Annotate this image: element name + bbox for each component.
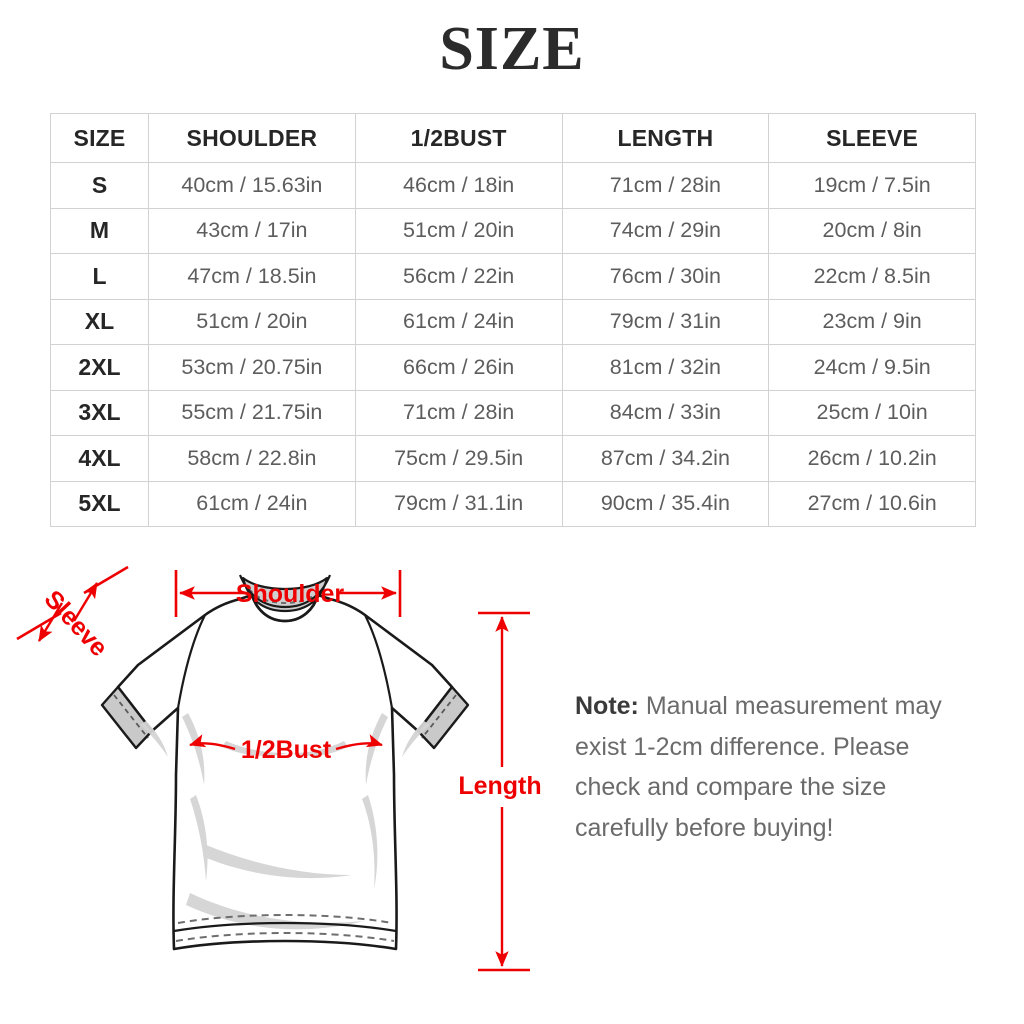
column-header-shoulder: SHOULDER (148, 113, 356, 163)
bust-arrow-left (189, 734, 236, 751)
cell-size: M (50, 207, 149, 254)
column-header-size: SIZE (50, 113, 149, 163)
column-header-bust: 1/2BUST (354, 113, 563, 163)
cell-bust: 66cm / 26in (354, 344, 563, 391)
cell-length: 79cm / 31in (561, 298, 770, 345)
bottom-hem-stitch-upper (177, 913, 393, 924)
cell-sleeve: 19cm / 7.5in (768, 162, 976, 209)
size-chart-table: SIZE SHOULDER 1/2BUST LENGTH SLEEVE S 40… (50, 113, 976, 527)
table-row: 5XL 61cm / 24in 79cm / 31.1in 90cm / 35.… (50, 480, 976, 527)
cell-size: L (50, 253, 149, 300)
sleeve-arrow-upper (72, 582, 99, 622)
sleeve-cuff-right (416, 685, 470, 750)
cell-bust: 75cm / 29.5in (354, 435, 563, 482)
cell-bust: 61cm / 24in (354, 298, 563, 345)
page-title: SIZE (439, 15, 585, 83)
tshirt-body-outline (116, 593, 454, 951)
cell-shoulder: 58cm / 22.8in (148, 435, 356, 482)
cell-bust: 79cm / 31.1in (354, 480, 563, 527)
bust-label: 1/2Bust (241, 736, 332, 764)
cell-size: 3XL (50, 389, 149, 436)
cell-bust: 71cm / 28in (354, 389, 563, 436)
cell-bust: 56cm / 22in (354, 253, 563, 300)
shoulder-seam-left (176, 614, 206, 709)
cell-shoulder: 53cm / 20.75in (148, 344, 356, 391)
cell-bust: 46cm / 18in (354, 162, 563, 209)
bottom-hem-stitch-lower (175, 931, 395, 942)
note-label: Note: (575, 692, 639, 720)
collar-back-edge (238, 574, 332, 609)
cell-shoulder: 47cm / 18.5in (148, 253, 356, 300)
cell-length: 90cm / 35.4in (561, 480, 770, 527)
cell-shoulder: 51cm / 20in (148, 298, 356, 345)
table-header-row: SIZE SHOULDER 1/2BUST LENGTH SLEEVE (50, 113, 976, 163)
bust-arrow-right (335, 734, 383, 751)
table-row: L 47cm / 18.5in 56cm / 22in 76cm / 30in … (50, 253, 976, 300)
sleeve-cuff-left-stitch (113, 694, 149, 739)
column-header-length: LENGTH (561, 113, 770, 163)
cell-shoulder: 40cm / 15.63in (148, 162, 356, 209)
tshirt-measurement-diagram: Shoulder Sleeve 1/2Bust Length (0, 545, 560, 1024)
column-header-sleeve: SLEEVE (768, 113, 976, 163)
cell-sleeve: 26cm / 10.2in (768, 435, 976, 482)
collar-stitch (248, 588, 322, 605)
table-row: 2XL 53cm / 20.75in 66cm / 26in 81cm / 32… (50, 344, 976, 391)
fabric-shading (140, 713, 430, 930)
sleeve-cuff-left (100, 685, 154, 750)
sleeve-tick-upper (83, 565, 129, 595)
cell-length: 84cm / 33in (561, 389, 770, 436)
cell-sleeve: 23cm / 9in (768, 298, 976, 345)
cell-sleeve: 20cm / 8in (768, 207, 976, 254)
collar-outer (250, 594, 320, 623)
note-text: Manual measurement may exist 1-2cm diffe… (575, 692, 942, 842)
cell-sleeve: 24cm / 9.5in (768, 344, 976, 391)
shoulder-label: Shoulder (236, 580, 345, 608)
cell-size: 4XL (50, 435, 149, 482)
cell-sleeve: 27cm / 10.6in (768, 480, 976, 527)
cell-length: 71cm / 28in (561, 162, 770, 209)
shoulder-seam-right (364, 614, 394, 709)
table-row: 3XL 55cm / 21.75in 71cm / 28in 84cm / 33… (50, 389, 976, 436)
cell-sleeve: 22cm / 8.5in (768, 253, 976, 300)
cell-length: 74cm / 29in (561, 207, 770, 254)
sleeve-arrow-lower (37, 602, 64, 642)
cell-length: 81cm / 32in (561, 344, 770, 391)
measurement-note: Note: Manual measurement may exist 1-2cm… (575, 686, 980, 848)
cell-size: 2XL (50, 344, 149, 391)
bottom-hem-fold (173, 921, 397, 933)
cell-size: S (50, 162, 149, 209)
length-label: Length (458, 772, 541, 800)
cell-length: 87cm / 34.2in (561, 435, 770, 482)
cell-bust: 51cm / 20in (354, 207, 563, 254)
tshirt-illustration (100, 574, 470, 951)
table-row: 4XL 58cm / 22.8in 75cm / 29.5in 87cm / 3… (50, 435, 976, 482)
sleeve-cuff-right-stitch (421, 694, 457, 739)
cell-size: 5XL (50, 480, 149, 527)
cell-length: 76cm / 30in (561, 253, 770, 300)
cell-shoulder: 61cm / 24in (148, 480, 356, 527)
cell-shoulder: 55cm / 21.75in (148, 389, 356, 436)
cell-size: XL (50, 298, 149, 345)
cell-shoulder: 43cm / 17in (148, 207, 356, 254)
table-row: M 43cm / 17in 51cm / 20in 74cm / 29in 20… (50, 207, 976, 254)
table-row: XL 51cm / 20in 61cm / 24in 79cm / 31in 2… (50, 298, 976, 345)
table-row: S 40cm / 15.63in 46cm / 18in 71cm / 28in… (50, 162, 976, 209)
cell-sleeve: 25cm / 10in (768, 389, 976, 436)
